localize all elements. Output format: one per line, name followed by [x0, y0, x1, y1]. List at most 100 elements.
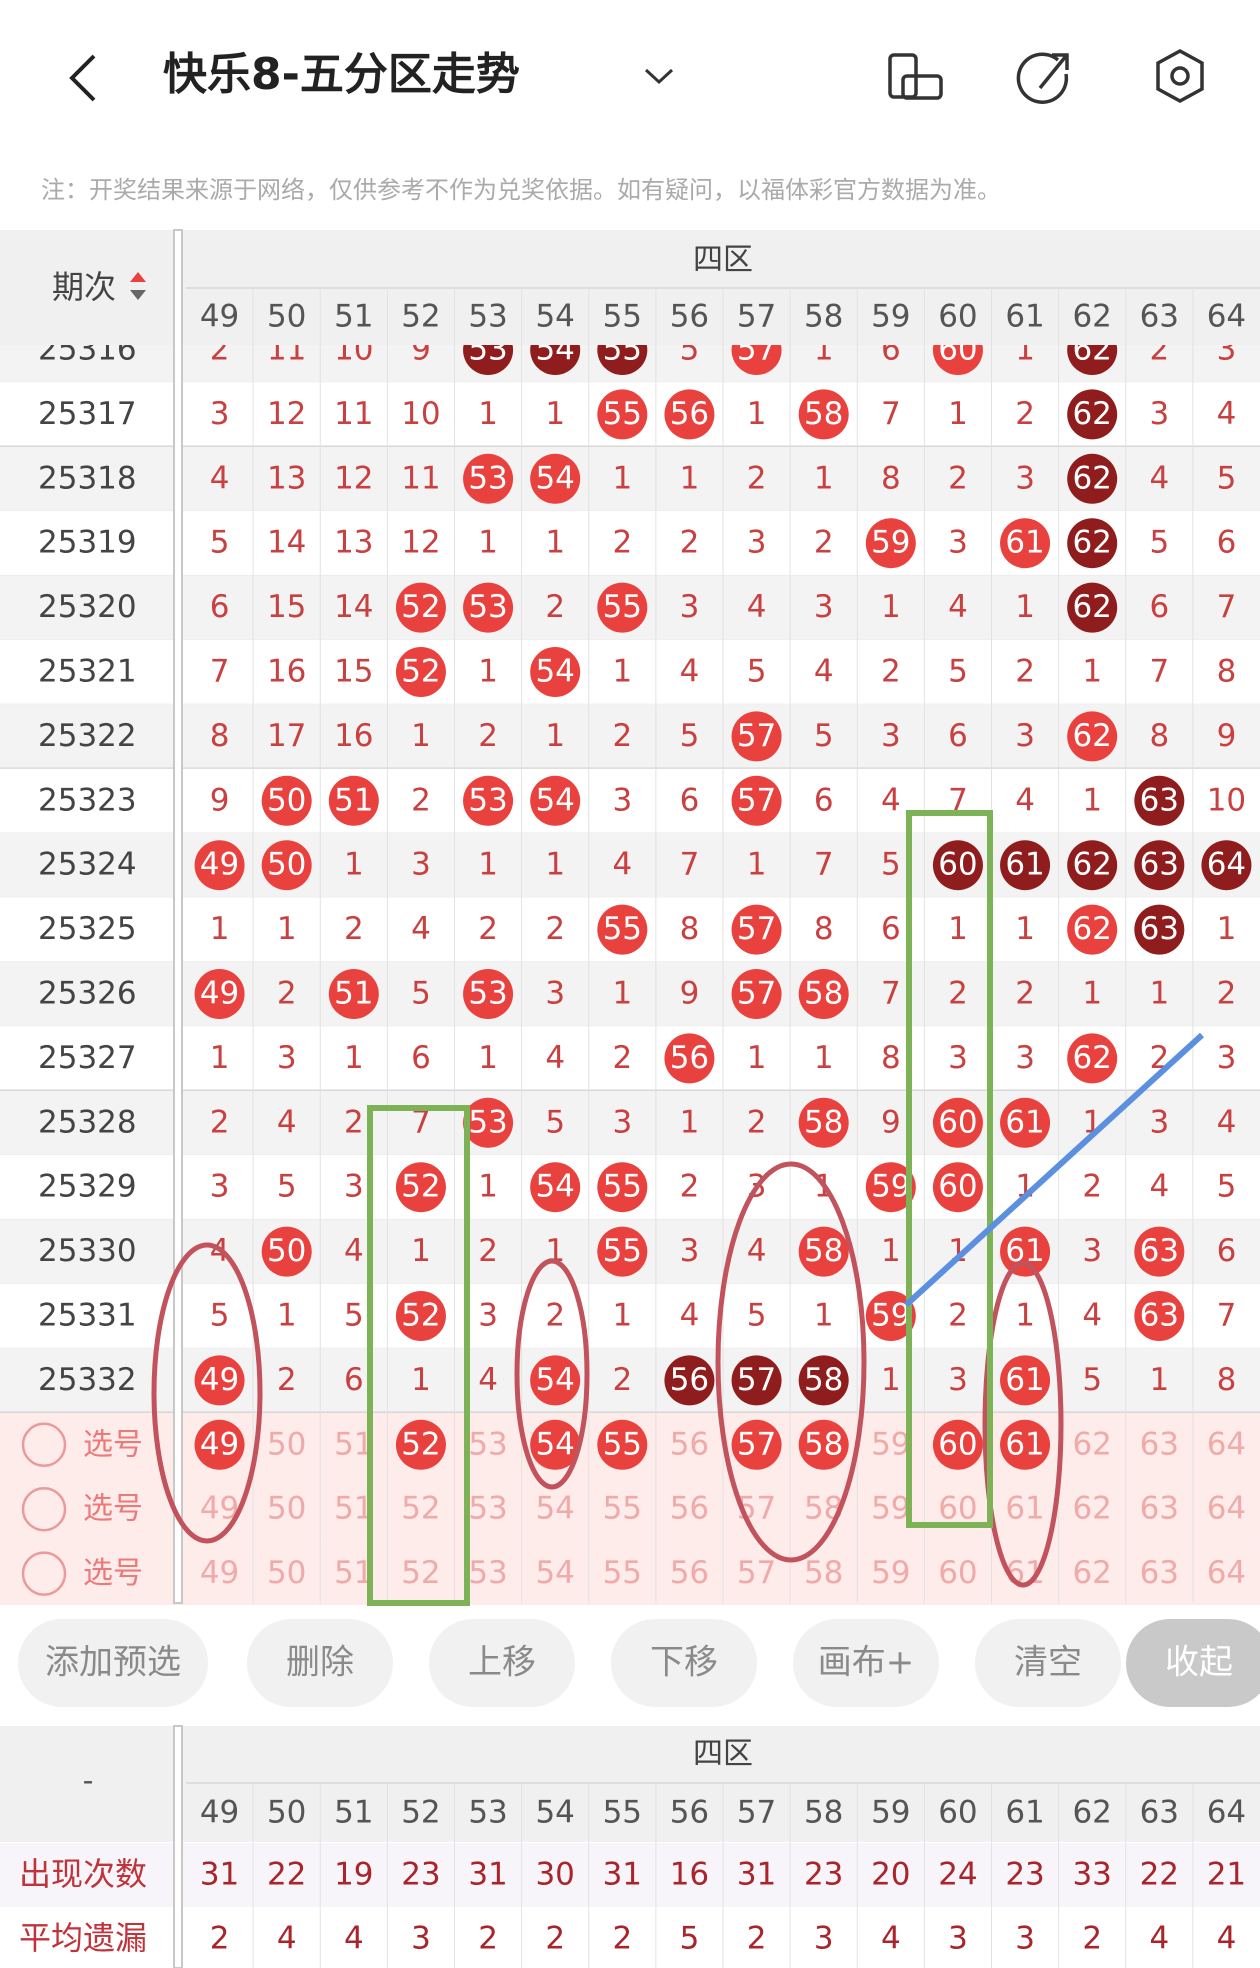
draw-row: 25328 2 4 2 7 53 5 3 1 2 58 9 60 61 1 3 4 — [0, 1090, 1260, 1156]
pick-number[interactable]: 59 — [871, 1555, 910, 1591]
pick-number[interactable]: 58 — [804, 1555, 843, 1591]
hit-ball — [597, 904, 648, 955]
action-button[interactable] — [247, 1619, 393, 1707]
pick-bg — [0, 1541, 1260, 1605]
pick-radio[interactable] — [21, 1551, 67, 1596]
miss-count: 2 — [411, 782, 431, 818]
pick-number[interactable]: 61 — [1005, 1491, 1044, 1527]
stats-value: 21 — [1207, 1857, 1246, 1893]
action-button[interactable] — [1126, 1619, 1260, 1707]
selected-ball[interactable] — [597, 1419, 648, 1470]
pick-number[interactable]: 63 — [1140, 1491, 1179, 1527]
pick-number[interactable]: 64 — [1207, 1426, 1246, 1462]
hit-number: 61 — [1005, 1362, 1044, 1398]
pick-number[interactable]: 59 — [871, 1426, 910, 1462]
pick-number[interactable]: 51 — [334, 1491, 373, 1527]
miss-count: 4 — [747, 1233, 767, 1269]
pick-number[interactable]: 54 — [535, 1555, 574, 1591]
miss-count: 6 — [1217, 1233, 1237, 1269]
pick-number[interactable]: 49 — [200, 1555, 239, 1591]
share-icon[interactable] — [1016, 52, 1069, 104]
miss-count: 6 — [1217, 525, 1237, 561]
miss-count: 1 — [545, 525, 565, 561]
miss-count: 5 — [1149, 525, 1169, 561]
hit-number: 52 — [401, 589, 440, 625]
hit-ball — [731, 904, 782, 955]
pick-number[interactable]: 60 — [938, 1555, 977, 1591]
pick-number[interactable]: 64 — [1207, 1555, 1246, 1591]
pick-radio[interactable] — [21, 1422, 67, 1468]
pick-number[interactable]: 56 — [670, 1426, 709, 1462]
stats-column: 51 — [334, 1795, 373, 1831]
selected-number: 61 — [1005, 1426, 1044, 1462]
draw-row: 25322 8 17 16 1 2 1 2 5 57 5 3 6 3 62 8 9 — [0, 704, 1260, 770]
selected-ball[interactable] — [932, 1419, 983, 1470]
miss-count: 1 — [747, 847, 767, 883]
pick-number[interactable]: 51 — [334, 1426, 373, 1462]
draw-row: 25324 49 50 1 3 1 1 4 7 1 7 5 60 61 62 63 64 — [0, 833, 1260, 898]
miss-count: 2 — [478, 1233, 498, 1269]
miss-count: 1 — [747, 396, 767, 432]
miss-count: 6 — [814, 782, 834, 818]
pick-number[interactable]: 59 — [871, 1491, 910, 1527]
action-button[interactable] — [793, 1619, 939, 1707]
pick-number[interactable]: 53 — [468, 1555, 507, 1591]
pick-number[interactable]: 50 — [267, 1555, 306, 1591]
miss-count: 15 — [334, 654, 373, 690]
miss-count: 1 — [478, 1169, 498, 1205]
action-button[interactable] — [611, 1619, 757, 1707]
hit-ball — [463, 969, 514, 1019]
action-button[interactable] — [429, 1619, 575, 1707]
stats-value: 4 — [881, 1921, 901, 1957]
miss-count: 7 — [1149, 654, 1169, 690]
miss-count: 2 — [545, 1298, 565, 1334]
pick-number[interactable]: 60 — [938, 1491, 977, 1527]
selected-ball[interactable] — [731, 1419, 782, 1470]
pick-number[interactable]: 63 — [1140, 1555, 1179, 1591]
stats-value: 16 — [670, 1857, 709, 1893]
settings-icon[interactable] — [1156, 49, 1204, 103]
action-button[interactable] — [18, 1619, 208, 1707]
pick-number[interactable]: 54 — [535, 1491, 574, 1527]
miss-count: 2 — [277, 1362, 297, 1398]
pick-number[interactable]: 50 — [267, 1426, 306, 1462]
row-bg — [0, 446, 1260, 511]
selected-ball[interactable] — [798, 1419, 849, 1470]
pick-number[interactable]: 53 — [468, 1491, 507, 1527]
pick-number[interactable]: 62 — [1072, 1491, 1111, 1527]
action-button[interactable] — [975, 1619, 1121, 1707]
hit-ball — [597, 1162, 648, 1213]
pick-number[interactable]: 62 — [1072, 1426, 1111, 1462]
selected-ball[interactable] — [530, 1419, 581, 1470]
pick-number[interactable]: 56 — [670, 1491, 709, 1527]
pick-number[interactable]: 55 — [603, 1491, 642, 1527]
dropdown[interactable] — [644, 68, 674, 85]
pick-number[interactable]: 55 — [603, 1555, 642, 1591]
hit-number: 50 — [267, 782, 306, 818]
pick-number[interactable]: 57 — [737, 1555, 776, 1591]
pick-number[interactable]: 50 — [267, 1491, 306, 1527]
pick-number[interactable]: 64 — [1207, 1491, 1246, 1527]
selected-ball[interactable] — [395, 1419, 446, 1470]
pick-number[interactable]: 53 — [468, 1426, 507, 1462]
hit-number: 55 — [603, 396, 642, 432]
stats-column: 49 — [200, 1795, 239, 1831]
hit-ball — [395, 1162, 446, 1213]
hit-number: 63 — [1140, 782, 1179, 818]
divider — [173, 229, 183, 1604]
selected-ball[interactable] — [194, 1419, 245, 1470]
pick-radio[interactable] — [21, 1486, 67, 1532]
pick-number[interactable]: 63 — [1140, 1426, 1179, 1462]
miss-count: 6 — [210, 589, 230, 625]
orientation-icon[interactable] — [888, 53, 943, 100]
miss-count: 3 — [210, 1169, 230, 1205]
pick-number[interactable]: 51 — [334, 1555, 373, 1591]
pick-number[interactable]: 52 — [401, 1491, 440, 1527]
pick-number[interactable]: 56 — [670, 1555, 709, 1591]
back-button[interactable] — [69, 54, 96, 102]
pick-number[interactable]: 62 — [1072, 1555, 1111, 1591]
miss-count: 3 — [612, 782, 632, 818]
pick-number[interactable]: 52 — [401, 1555, 440, 1591]
selected-ball[interactable] — [1000, 1419, 1051, 1470]
miss-count: 1 — [680, 460, 700, 496]
